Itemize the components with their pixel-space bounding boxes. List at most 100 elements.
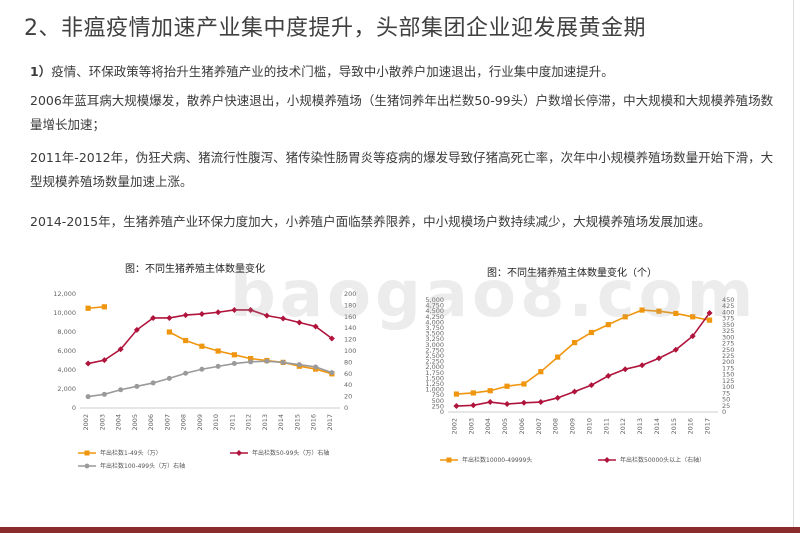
y-right-tick-label: 100	[344, 347, 356, 355]
data-point	[622, 366, 629, 373]
y-left-tick-label: 2,750	[425, 346, 444, 354]
data-point	[101, 391, 107, 397]
x-tick-label: 2015	[670, 418, 678, 435]
data-point	[263, 312, 270, 319]
y-right-tick-label: 200	[722, 358, 734, 366]
data-point	[706, 309, 713, 316]
y-left-tick-label: 4,500	[425, 307, 444, 315]
data-point	[296, 362, 302, 368]
x-tick-label: 2011	[602, 418, 610, 435]
legend-marker	[84, 463, 90, 469]
data-point	[101, 357, 108, 364]
y-right-tick-label: 120	[344, 336, 356, 344]
data-point	[470, 390, 476, 396]
data-point	[537, 399, 544, 406]
x-tick-label: 2005	[501, 418, 509, 435]
y-right-tick-label: 150	[722, 371, 734, 379]
data-point	[588, 329, 595, 336]
y-left-tick-label: 1,750	[425, 369, 444, 377]
data-point	[639, 362, 646, 369]
data-point	[199, 343, 205, 349]
data-point	[101, 304, 107, 310]
bottom-bar	[0, 527, 800, 533]
data-point	[639, 307, 645, 313]
x-tick-label: 2005	[131, 414, 139, 431]
x-tick-label: 2010	[212, 414, 220, 431]
data-point	[182, 312, 189, 319]
watermark: baogao8.com	[230, 258, 758, 332]
data-point	[504, 401, 511, 408]
x-tick-label: 2010	[585, 418, 593, 435]
data-point	[312, 323, 319, 330]
y-left-tick-label: 0	[72, 404, 76, 412]
data-point	[554, 394, 561, 401]
data-point	[215, 348, 221, 354]
y-left-tick-label: 8,000	[57, 328, 76, 336]
data-point	[118, 387, 124, 393]
y-right-tick-label: 200	[344, 290, 356, 298]
y-left-tick-label: 1,000	[425, 386, 444, 394]
y-right-tick-label: 225	[722, 352, 734, 360]
data-point	[656, 308, 662, 314]
legend-label: 年出栏数50000头以上（右轴）	[620, 456, 705, 464]
data-point	[504, 383, 510, 389]
data-point	[487, 399, 494, 406]
y-right-tick-label: 25	[722, 402, 730, 410]
legend-label: 年出栏数10000-49999头	[462, 456, 532, 464]
data-point	[117, 346, 124, 353]
series-line-1	[169, 331, 333, 375]
data-point	[85, 394, 91, 400]
y-left-tick-label: 4,000	[57, 366, 76, 374]
legend-marker	[446, 457, 452, 463]
x-tick-label: 2006	[518, 418, 526, 435]
data-point	[85, 305, 91, 311]
y-right-tick-label: 0	[344, 404, 348, 412]
x-tick-label: 2014	[277, 414, 285, 431]
y-right-tick-label: 400	[722, 308, 734, 316]
x-tick-label: 2013	[261, 414, 269, 431]
data-point	[571, 388, 578, 395]
y-right-tick-label: 180	[344, 301, 356, 309]
x-tick-label: 2002	[82, 414, 90, 431]
data-point	[166, 375, 172, 381]
series-line-1	[456, 309, 710, 395]
paragraph-3: 2011年-2012年，伪狂犬病、猪流行性腹泻、猪传染性肠胃炎等疫病的爆发导致仔…	[30, 150, 774, 189]
paragraph-1-text: 疫情、环保政策等将抬升生猪养殖产业的技术门槛，导致中小散养户加速退出，行业集中度…	[51, 64, 614, 79]
paragraph-4: 2014-2015年，生猪养殖产业环保力度加大，小养殖户面临禁养限养，中小规模场…	[30, 214, 711, 229]
y-right-tick-label: 60	[344, 370, 352, 378]
x-tick-label: 2007	[535, 418, 543, 435]
x-tick-label: 2003	[467, 418, 475, 435]
data-point	[231, 352, 237, 358]
x-tick-label: 2002	[450, 418, 458, 435]
data-point	[183, 337, 189, 344]
data-point	[605, 322, 611, 328]
data-point	[247, 306, 254, 313]
y-right-tick-label: 350	[722, 321, 734, 329]
page-title: 2、非瘟疫情加速产业集中度提升，头部集团企业迎发展黄金期	[24, 16, 646, 41]
x-tick-label: 2004	[115, 414, 123, 431]
x-tick-label: 2006	[147, 414, 155, 431]
x-tick-label: 2009	[196, 414, 204, 431]
data-point	[689, 333, 696, 340]
y-left-tick-label: 4,000	[425, 318, 444, 326]
data-point	[150, 380, 156, 386]
y-right-tick-label: 175	[722, 364, 734, 372]
x-tick-label: 2008	[180, 414, 188, 431]
data-point	[150, 314, 157, 321]
y-left-tick-label: 4,250	[425, 313, 444, 321]
paragraph-1: 1）疫情、环保政策等将抬升生猪养殖产业的技术门槛，导致中小散养户加速退出，行业集…	[30, 60, 775, 84]
y-right-tick-label: 425	[722, 302, 734, 310]
x-tick-label: 2011	[228, 414, 236, 431]
y-left-tick-label: 2,500	[425, 352, 444, 360]
data-point	[588, 382, 595, 389]
x-tick-label: 2015	[293, 414, 301, 431]
chart-left: 图：不同生猪养殖主体数量变化 0 2,000 4,000 6,000 8,000 10,00…	[53, 262, 356, 470]
y-left-tick-label: 3,500	[425, 330, 444, 338]
series-line-2	[456, 312, 711, 407]
y-left-tick-label: 2,000	[425, 363, 444, 371]
y-right-tick-label: 160	[344, 313, 356, 321]
y-right-tick-label: 450	[722, 296, 734, 304]
y-right-tick-label: 40	[344, 381, 352, 389]
y-right-tick-label: 20	[344, 393, 352, 401]
x-tick-label: 2017	[326, 414, 334, 431]
